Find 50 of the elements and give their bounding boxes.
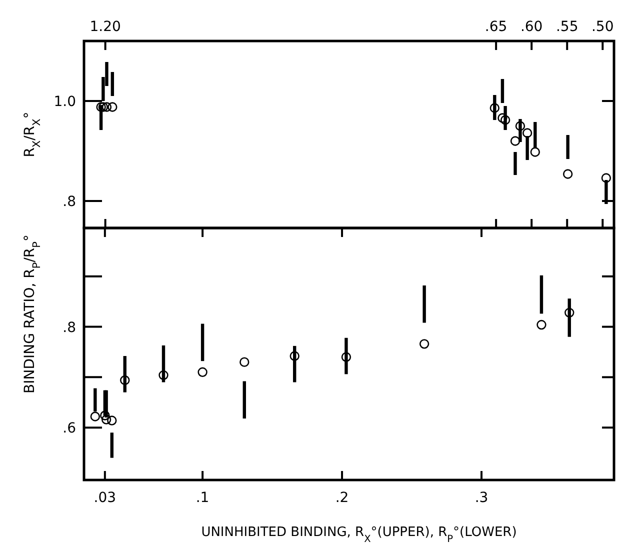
point [536, 320, 546, 330]
y-tick-label: 1.0 [54, 94, 76, 110]
point [107, 416, 117, 426]
x-tick-label: .03 [94, 490, 116, 506]
y-tick-label: .6 [62, 420, 76, 437]
y-tick-label: .8 [62, 320, 76, 336]
x-axis-title: UNINHIBITED BINDING, R$_{X}$°(UPPER), R$_{P}$°(LOWER) [201, 525, 517, 544]
point [120, 375, 130, 386]
point [562, 169, 573, 179]
point [100, 410, 110, 420]
point [108, 102, 118, 112]
x-tick-label: .1 [196, 490, 210, 506]
x-tick-label: .2 [335, 490, 349, 506]
bar [110, 432, 114, 458]
point [510, 136, 520, 146]
point [290, 351, 300, 361]
point [90, 412, 100, 422]
point [341, 352, 352, 362]
point [522, 128, 532, 138]
bar [242, 381, 246, 419]
x-tick-label: .50 [592, 19, 614, 35]
point [198, 367, 208, 377]
point [490, 103, 500, 113]
point [101, 414, 112, 424]
point [102, 102, 112, 112]
y-tick-label: .8 [62, 194, 76, 210]
x-tick-label: .55 [556, 19, 578, 35]
point [498, 113, 508, 123]
point [530, 147, 540, 157]
point [515, 121, 526, 131]
bar [540, 275, 544, 314]
point [98, 102, 108, 112]
x-tick-label: .65 [484, 19, 508, 35]
x-tick-label: 1.20 [90, 19, 121, 35]
bar [422, 285, 426, 323]
point [240, 357, 250, 367]
bar [110, 72, 114, 96]
point [601, 173, 612, 183]
bar [514, 152, 517, 175]
point [158, 370, 168, 380]
point [419, 339, 430, 349]
point [96, 102, 106, 112]
bar [500, 79, 504, 103]
point [500, 115, 510, 125]
bar [566, 135, 570, 159]
bar [344, 338, 348, 374]
x-tick-label: .60 [520, 19, 543, 35]
bar [200, 324, 204, 362]
point [564, 308, 574, 318]
x-tick-label: .3 [474, 490, 488, 506]
